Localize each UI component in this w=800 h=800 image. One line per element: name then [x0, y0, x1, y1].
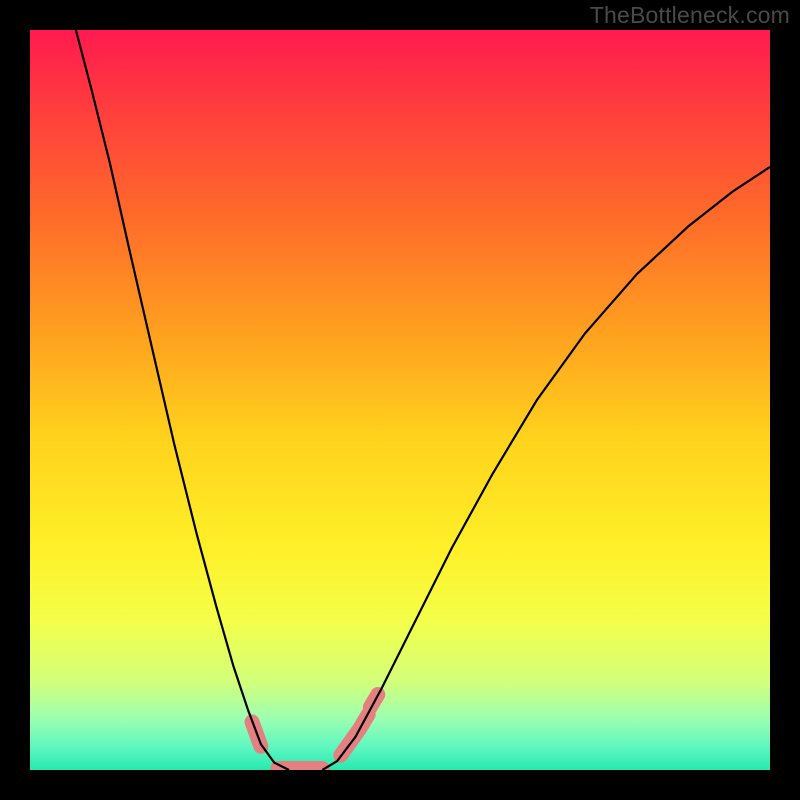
- chart-svg: [0, 0, 800, 800]
- chart-root: TheBottleneck.com: [0, 0, 800, 800]
- plot-background: [30, 30, 770, 770]
